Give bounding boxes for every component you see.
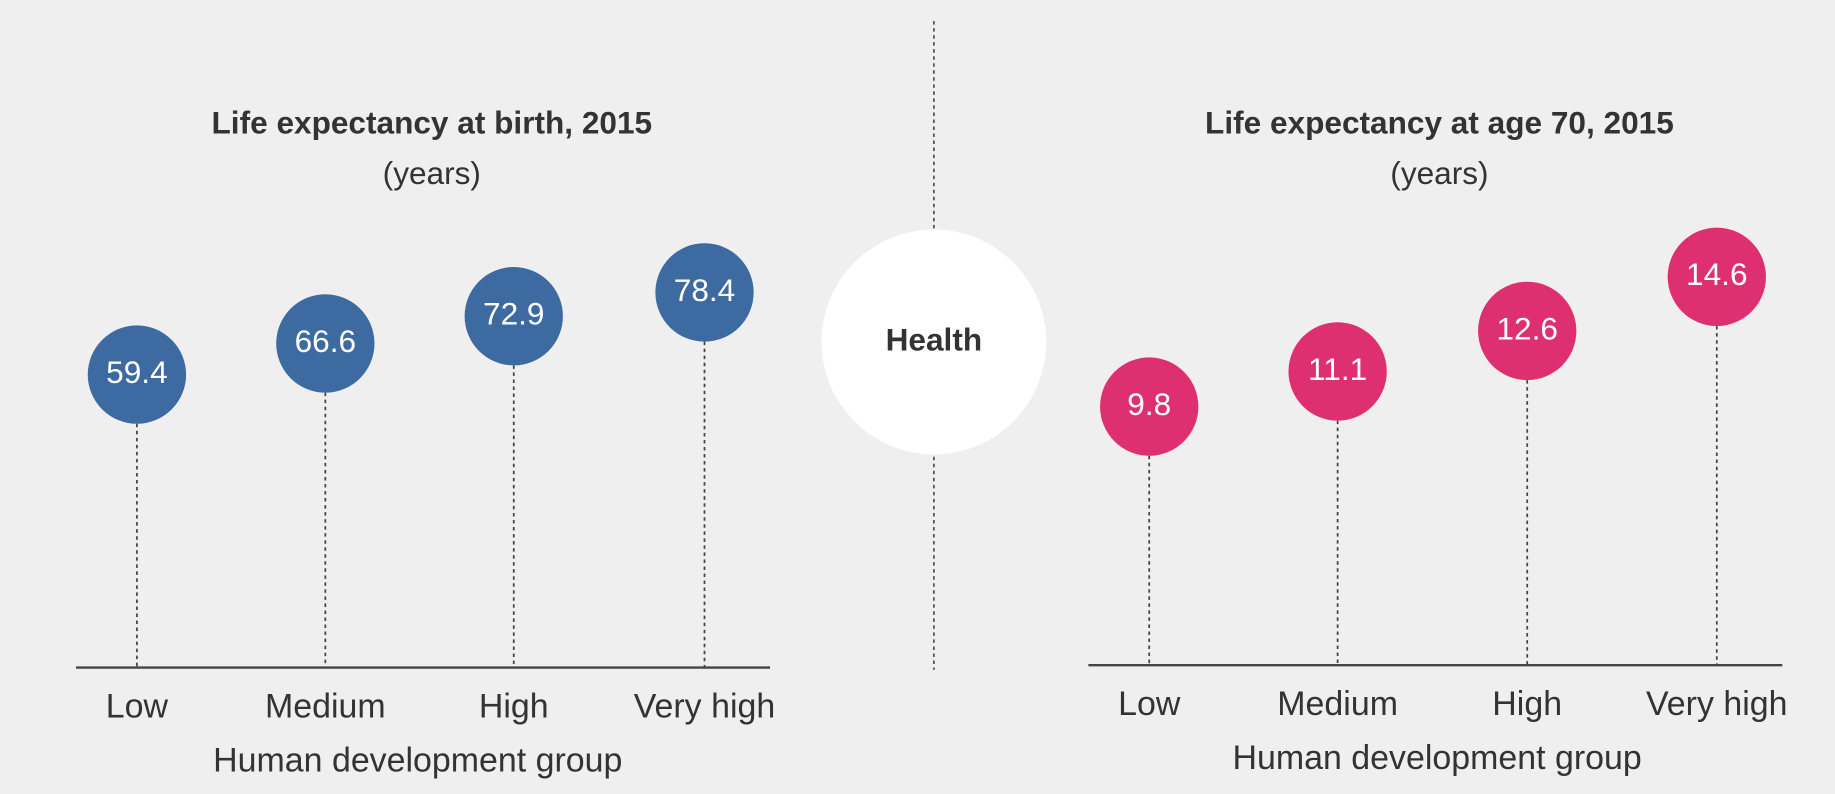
x-tick-label: Low (1118, 685, 1181, 723)
bubble (276, 294, 375, 393)
value-label: 72.9 (483, 296, 544, 332)
x-tick-label: Very high (1646, 685, 1787, 723)
chart-subtitle: (years) (1390, 155, 1488, 191)
chart-subtitle: (years) (383, 155, 481, 191)
value-label: 14.6 (1686, 256, 1747, 292)
bubble (464, 267, 563, 366)
x-tick-label: Low (106, 687, 169, 725)
value-label: 66.6 (295, 323, 356, 359)
x-tick-label: High (1492, 685, 1562, 723)
value-label: 12.6 (1496, 310, 1557, 346)
value-label: 59.4 (106, 354, 167, 390)
bubble (87, 325, 187, 424)
value-label: 9.8 (1127, 386, 1171, 422)
bubble (655, 243, 754, 342)
center-circle (821, 229, 1047, 455)
bubble (1288, 322, 1387, 421)
chart-title: Life expectancy at age 70, 2015 (1205, 105, 1674, 141)
x-tick-label: Very high (634, 687, 775, 725)
center-label: Health (886, 321, 983, 357)
x-tick-label: Medium (1277, 685, 1398, 723)
x-tick-label: Medium (265, 687, 386, 725)
value-label: 78.4 (674, 272, 735, 308)
x-tick-label: High (479, 687, 549, 725)
bubble (1667, 227, 1766, 327)
bubble (1478, 281, 1577, 381)
bubble (1100, 357, 1199, 456)
x-axis-label: Human development group (1232, 739, 1641, 777)
value-label: 11.1 (1308, 351, 1367, 387)
x-axis-label: Human development group (213, 741, 622, 779)
chart-title: Life expectancy at birth, 2015 (212, 105, 653, 141)
